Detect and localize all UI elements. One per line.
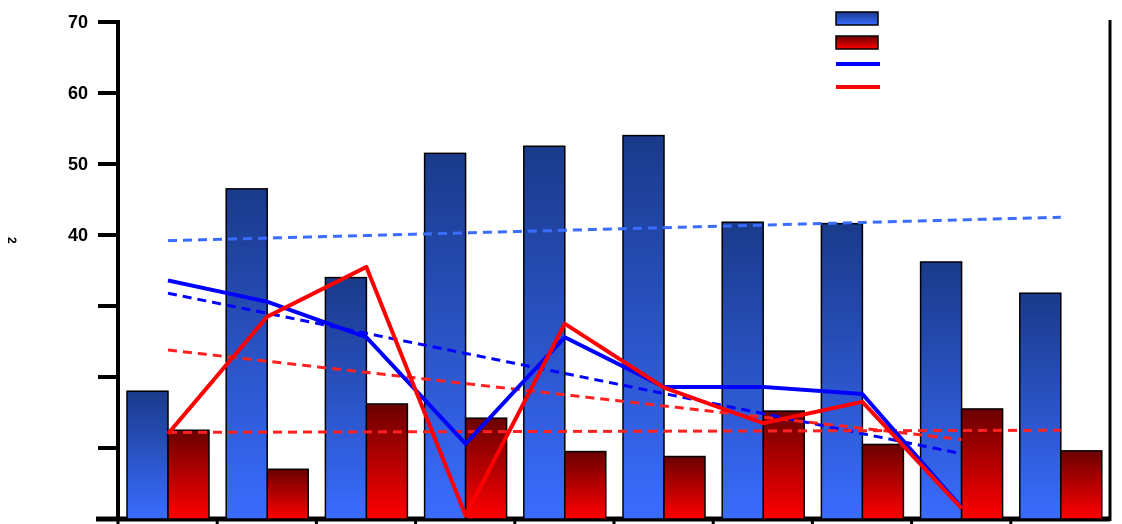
y-tick-label: 70 bbox=[68, 12, 88, 32]
bar-blue bbox=[721, 221, 764, 520]
bar-blue bbox=[324, 276, 368, 520]
y-tick-label: 40 bbox=[68, 225, 88, 245]
bar-blue bbox=[126, 390, 169, 520]
bar-red bbox=[365, 403, 409, 520]
line-series-red bbox=[166, 264, 964, 518]
bar-red bbox=[167, 429, 210, 520]
y-tick-label: 50 bbox=[68, 154, 88, 174]
trendline bbox=[167, 215, 1061, 243]
bar-blue bbox=[423, 152, 467, 520]
lines-layer bbox=[166, 264, 964, 518]
legend bbox=[835, 11, 880, 89]
bar-blue bbox=[919, 261, 963, 520]
bar-red bbox=[762, 410, 805, 520]
line-series-blue bbox=[167, 278, 964, 509]
y-tick-label: 60 bbox=[68, 83, 88, 103]
bar-red bbox=[564, 450, 607, 520]
bar-blue bbox=[820, 222, 864, 520]
bar-red bbox=[663, 455, 706, 520]
bar-red bbox=[266, 468, 309, 520]
legend-swatch-blue-bar bbox=[835, 11, 879, 26]
bar-red bbox=[1060, 450, 1103, 520]
trendlines-layer bbox=[167, 215, 1061, 456]
bar-red bbox=[861, 443, 905, 520]
axis-side-mark: 2 bbox=[5, 237, 19, 244]
ticks-layer: 40 50 60 70 bbox=[68, 12, 1013, 524]
bar-red bbox=[960, 408, 1004, 520]
legend-swatch-red-bar bbox=[835, 35, 879, 50]
bar-blue bbox=[622, 134, 665, 520]
bars-layer bbox=[126, 134, 1103, 520]
bar-blue bbox=[1019, 292, 1062, 520]
trendline bbox=[167, 348, 962, 441]
trendline bbox=[167, 428, 1061, 434]
